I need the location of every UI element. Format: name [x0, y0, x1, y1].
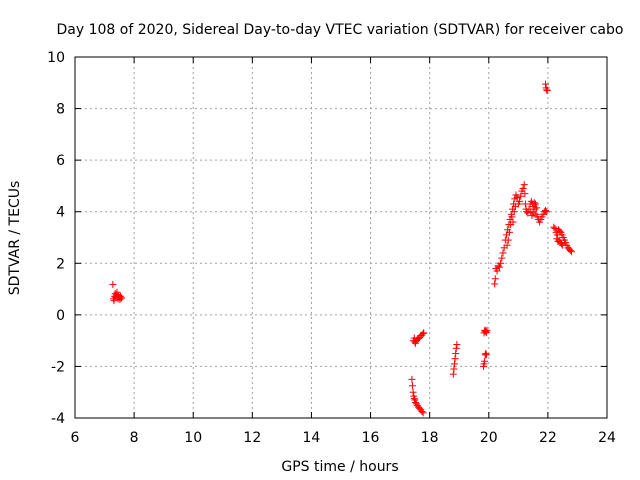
data-point: [503, 241, 511, 249]
data-point: [533, 204, 541, 212]
data-point: [543, 86, 551, 94]
data-point: [499, 249, 507, 257]
data-point: [493, 267, 501, 275]
data-point: [529, 209, 537, 217]
y-tick-label: 6: [56, 153, 65, 169]
y-tick-label: 8: [56, 102, 65, 118]
data-point: [509, 218, 517, 226]
data-point: [483, 326, 491, 334]
chart-title: Day 108 of 2020, Sidereal Day-to-day VTE…: [57, 22, 624, 38]
data-point: [520, 181, 528, 189]
data-point: [517, 192, 525, 200]
data-point: [451, 355, 459, 363]
data-point: [482, 328, 490, 336]
data-point: [452, 350, 460, 358]
data-point: [550, 223, 558, 231]
data-point: [505, 228, 513, 236]
data-point: [530, 199, 538, 207]
x-tick-label: 22: [539, 430, 557, 446]
data-point: [491, 275, 499, 283]
data-point: [452, 344, 460, 352]
data-point: [542, 206, 550, 214]
data-point: [117, 292, 125, 300]
data-point: [116, 295, 124, 303]
data-point: [482, 351, 490, 359]
data-point: [110, 297, 118, 305]
data-point: [543, 87, 551, 95]
data-point: [481, 357, 489, 365]
data-point: [109, 280, 117, 288]
data-point: [531, 200, 539, 208]
data-point: [408, 375, 416, 383]
data-point: [118, 294, 126, 302]
data-point: [491, 280, 499, 288]
data-point: [450, 365, 458, 373]
data-point: [113, 288, 121, 296]
y-axis-label: SDTVAR / TECUs: [7, 181, 23, 296]
data-point: [551, 224, 559, 232]
data-point: [521, 190, 529, 198]
data-point: [568, 248, 576, 256]
y-tick-label: 0: [56, 308, 65, 324]
y-tick-label: -2: [51, 359, 65, 375]
data-point: [419, 329, 427, 337]
data-point: [419, 409, 427, 417]
x-tick-label: 16: [362, 430, 380, 446]
x-tick-label: 8: [130, 430, 139, 446]
data-point: [510, 208, 518, 216]
data-point: [531, 205, 539, 213]
x-tick-label: 18: [421, 430, 439, 446]
data-point: [411, 399, 419, 407]
data-point: [409, 388, 417, 396]
x-tick-label: 20: [480, 430, 498, 446]
y-tick-label: 10: [47, 50, 65, 66]
data-point: [557, 240, 565, 248]
data-point: [410, 395, 418, 403]
x-tick-label: 6: [71, 430, 80, 446]
y-tick-label: 2: [56, 256, 65, 272]
data-point: [418, 408, 426, 416]
data-point: [519, 185, 527, 193]
data-point: [513, 194, 521, 202]
data-point: [556, 227, 564, 235]
data-point: [497, 259, 505, 267]
data-point: [450, 360, 458, 368]
y-tick-label: 4: [56, 205, 65, 221]
data-point: [516, 197, 524, 205]
data-point: [420, 329, 428, 337]
plot-frame: [74, 56, 608, 419]
data-point: [543, 208, 551, 216]
data-point: [542, 80, 550, 88]
data-point: [453, 341, 461, 349]
x-tick-label: 12: [243, 430, 261, 446]
data-point: [409, 382, 417, 390]
data-point: [482, 350, 490, 358]
data-point: [508, 213, 516, 221]
data-point: [504, 236, 512, 244]
data-points: [109, 80, 576, 417]
data-point: [498, 254, 506, 262]
x-tick-label: 10: [184, 430, 202, 446]
y-tick-label: -4: [51, 411, 65, 427]
x-tick-label: 14: [303, 430, 321, 446]
x-axis-label: GPS time / hours: [281, 459, 398, 475]
data-point: [495, 263, 503, 271]
data-point: [449, 370, 457, 378]
grid-lines: [75, 57, 607, 418]
data-point: [559, 241, 567, 249]
x-tick-label: 24: [598, 430, 616, 446]
data-point: [566, 246, 574, 254]
